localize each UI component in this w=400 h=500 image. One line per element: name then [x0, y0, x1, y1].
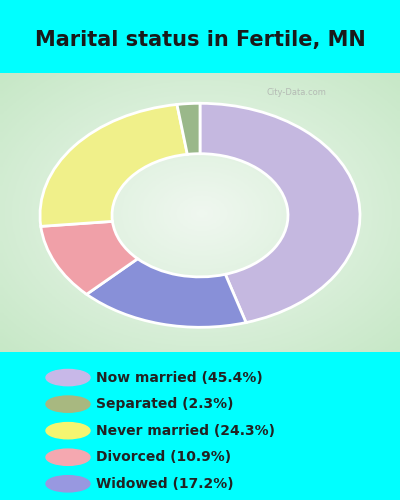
Circle shape	[46, 422, 90, 439]
Circle shape	[46, 476, 90, 492]
Text: Divorced (10.9%): Divorced (10.9%)	[96, 450, 231, 464]
Wedge shape	[41, 222, 138, 294]
Wedge shape	[86, 259, 246, 328]
Circle shape	[46, 370, 90, 386]
Wedge shape	[200, 104, 360, 322]
Text: Never married (24.3%): Never married (24.3%)	[96, 424, 275, 438]
Text: City-Data.com: City-Data.com	[266, 88, 326, 96]
Text: Now married (45.4%): Now married (45.4%)	[96, 370, 263, 384]
Wedge shape	[40, 104, 187, 226]
Text: Separated (2.3%): Separated (2.3%)	[96, 397, 234, 411]
Wedge shape	[177, 104, 200, 154]
Circle shape	[46, 449, 90, 466]
Circle shape	[46, 396, 90, 412]
Text: Marital status in Fertile, MN: Marital status in Fertile, MN	[35, 30, 365, 50]
Text: Widowed (17.2%): Widowed (17.2%)	[96, 477, 234, 491]
